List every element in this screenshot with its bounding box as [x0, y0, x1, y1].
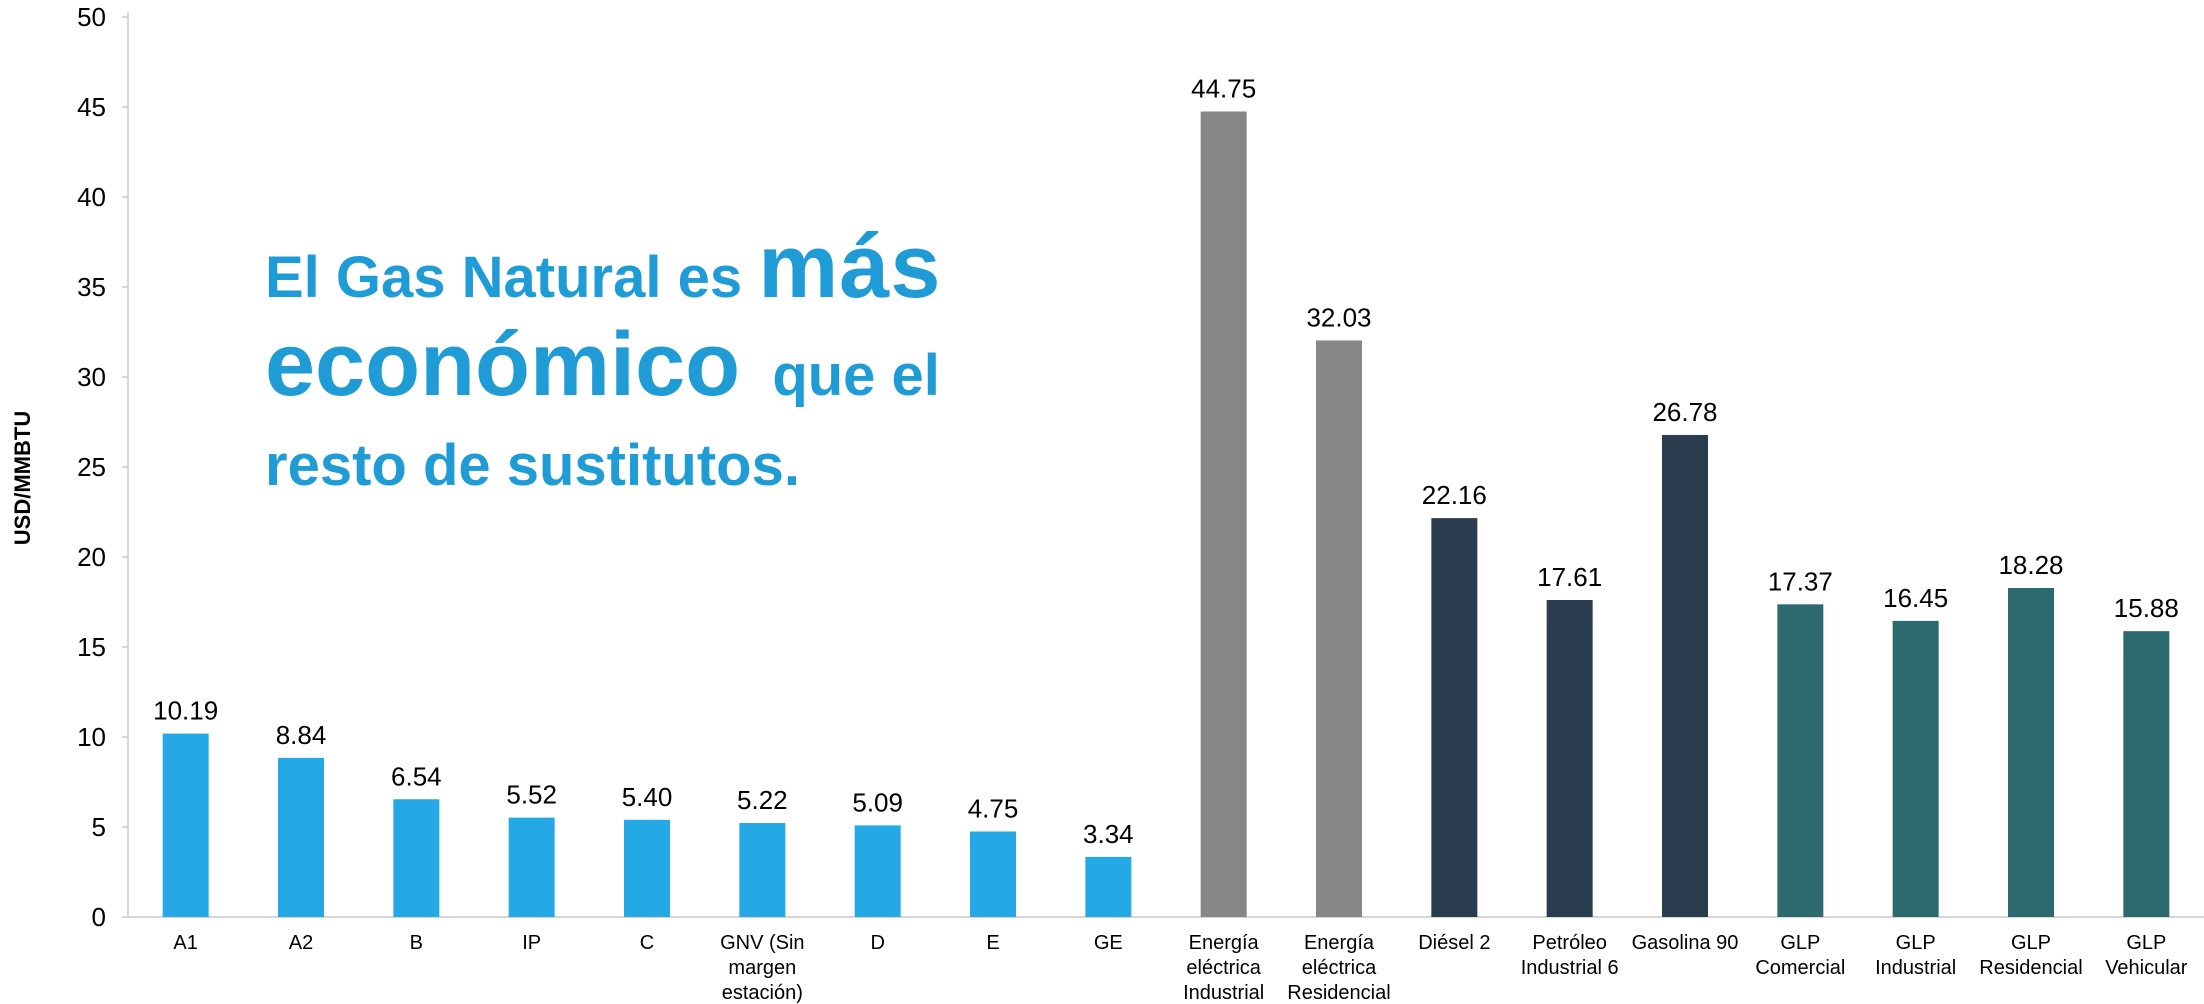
y-tick-label: 40 — [77, 182, 106, 212]
bars — [162, 111, 2170, 918]
y-tick-label: 10 — [77, 722, 106, 752]
x-tick-label: GLP Comercial — [1755, 932, 1845, 979]
x-tick-label: B — [410, 932, 423, 954]
bar — [278, 757, 324, 917]
bar — [1085, 856, 1132, 917]
x-tick-label: GE — [1094, 932, 1123, 954]
x-tick-label: Diésel 2 — [1418, 932, 1490, 954]
bar — [162, 733, 209, 917]
x-tick-label: E — [986, 932, 999, 954]
bar — [508, 817, 555, 917]
data-label: 5.22 — [737, 785, 788, 815]
data-label: 10.19 — [153, 696, 218, 726]
x-tick-label: GLP Residencial — [1979, 932, 2082, 979]
bar — [970, 831, 1016, 917]
x-tick-label: IP — [522, 932, 541, 954]
y-tick-label: 35 — [77, 272, 106, 302]
y-tick-label: 50 — [77, 2, 106, 32]
bar — [2123, 631, 2170, 917]
y-tick-label: 25 — [77, 452, 106, 482]
data-label: 16.45 — [1883, 583, 1948, 613]
y-tick-label: 15 — [77, 632, 106, 662]
y-tick-label: 0 — [92, 902, 106, 932]
x-tick-labels: A1 A2 B IP C GNV (Sin margen estación) D E GE Energ… — [173, 932, 2187, 1004]
x-tick-label: Energía eléctrica Residencial — [1287, 932, 1390, 1004]
bar — [1546, 600, 1593, 917]
y-tick-label: 5 — [92, 812, 106, 842]
data-label: 32.03 — [1306, 302, 1371, 332]
headline: El Gas Natural es más económico que el r… — [265, 222, 1025, 506]
x-tick-label: Petróleo Industrial 6 — [1521, 932, 1619, 979]
bar — [1892, 620, 1939, 917]
data-label: 22.16 — [1422, 480, 1487, 510]
headline-part3: económico — [265, 315, 741, 415]
data-label: 15.88 — [2114, 593, 2179, 623]
axes: 0 5 10 15 20 25 30 35 40 45 50 — [77, 2, 2204, 932]
x-tick-label: A2 — [289, 932, 313, 954]
bar — [624, 819, 670, 917]
headline-part2: más — [758, 217, 942, 317]
y-tick-label: 20 — [77, 542, 106, 572]
bar — [1777, 604, 1824, 917]
x-tick-label: D — [870, 932, 884, 954]
x-tick-label: GNV (Sin margen estación) — [720, 932, 804, 1004]
data-label: 5.52 — [506, 780, 557, 810]
x-tick-label: Energía eléctrica Industrial — [1183, 932, 1264, 1004]
data-label: 3.34 — [1083, 819, 1134, 849]
bar — [393, 799, 440, 917]
data-label: 6.54 — [391, 761, 442, 791]
bar — [854, 825, 901, 917]
data-label: 5.40 — [622, 782, 673, 812]
data-label: 44.75 — [1191, 74, 1256, 104]
bar — [1662, 434, 1708, 917]
data-labels: 10.19 8.84 6.54 5.52 5.40 5.22 5.09 4.75 3.34 44.… — [153, 74, 2179, 849]
headline-part4: que el — [740, 343, 940, 408]
data-label: 17.61 — [1537, 562, 1602, 592]
bar — [2008, 587, 2054, 917]
x-tick-label: A1 — [173, 932, 197, 954]
headline-part5: resto de sustitutos. — [265, 433, 800, 498]
x-tick-label: Gasolina 90 — [1632, 932, 1739, 954]
data-label: 17.37 — [1768, 566, 1833, 596]
y-tick-label: 30 — [77, 362, 106, 392]
x-tick-label: C — [640, 932, 654, 954]
bar — [1431, 518, 1478, 917]
x-tick-label: GLP Industrial — [1875, 932, 1956, 979]
data-label: 18.28 — [1998, 550, 2063, 580]
data-label: 5.09 — [852, 787, 903, 817]
headline-part1: El Gas Natural es — [265, 245, 759, 310]
y-axis-label: USD/MMBTU — [10, 411, 35, 545]
y-tick-label: 45 — [77, 92, 106, 122]
bar — [1316, 340, 1362, 918]
data-label: 26.78 — [1652, 397, 1717, 427]
x-tick-label: GLP Vehicular — [2105, 932, 2188, 979]
bar — [739, 823, 786, 917]
data-label: 4.75 — [968, 794, 1019, 824]
data-label: 8.84 — [276, 720, 327, 750]
bar — [1200, 111, 1247, 917]
